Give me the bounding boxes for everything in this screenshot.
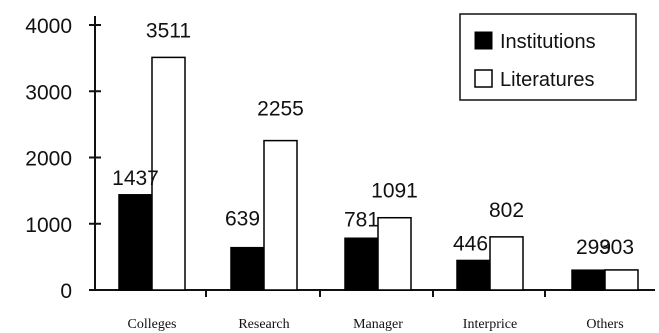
legend-label-institutions: Institutions [500,31,596,53]
legend-label-literatures: Literatures [500,69,595,91]
bar-institutions-colleges [118,194,153,291]
category-label: Others [586,317,623,332]
data-label: 299 [576,236,611,259]
bar-institutions-research [230,246,265,291]
y-ticks: 0 1000 2000 3000 4000 [25,15,101,303]
bar-literatures-interprice [489,236,524,291]
legend-swatch-literatures [474,69,493,88]
category-label: Research [238,317,289,332]
category-label: Colleges [128,317,177,332]
data-label: 3511 [146,19,191,42]
data-label: 2255 [257,98,304,121]
bar-literatures-colleges [151,56,186,291]
bar-institutions-others [571,269,606,291]
data-label: 303 [599,236,634,259]
y-tick-label: 1000 [25,214,72,237]
category-label: Interprice [463,317,517,332]
y-tick-label: 3000 [25,81,72,104]
bar-institutions-interprice [456,259,491,291]
data-label: 639 [225,208,260,231]
x-ticks [205,290,546,297]
y-tick-label: 0 [60,280,72,303]
bars [118,56,639,291]
data-label: 802 [489,199,524,222]
data-label: 1437 [112,167,159,190]
data-label: 446 [453,232,488,255]
category-label: Manager [353,317,403,332]
y-tick-label: 2000 [25,148,72,171]
bar-institutions-manager [344,237,379,291]
bar-literatures-research [263,139,298,291]
category-labels: Colleges Research Manager Interprice Others [128,317,624,332]
y-tick-label: 4000 [25,15,72,38]
data-label: 1091 [371,180,418,203]
bar-literatures-others [604,269,639,291]
bar-literatures-manager [377,216,412,291]
data-label: 781 [344,208,379,231]
legend-swatch-institutions [474,31,493,50]
legend: Institutions Literatures [459,13,637,101]
